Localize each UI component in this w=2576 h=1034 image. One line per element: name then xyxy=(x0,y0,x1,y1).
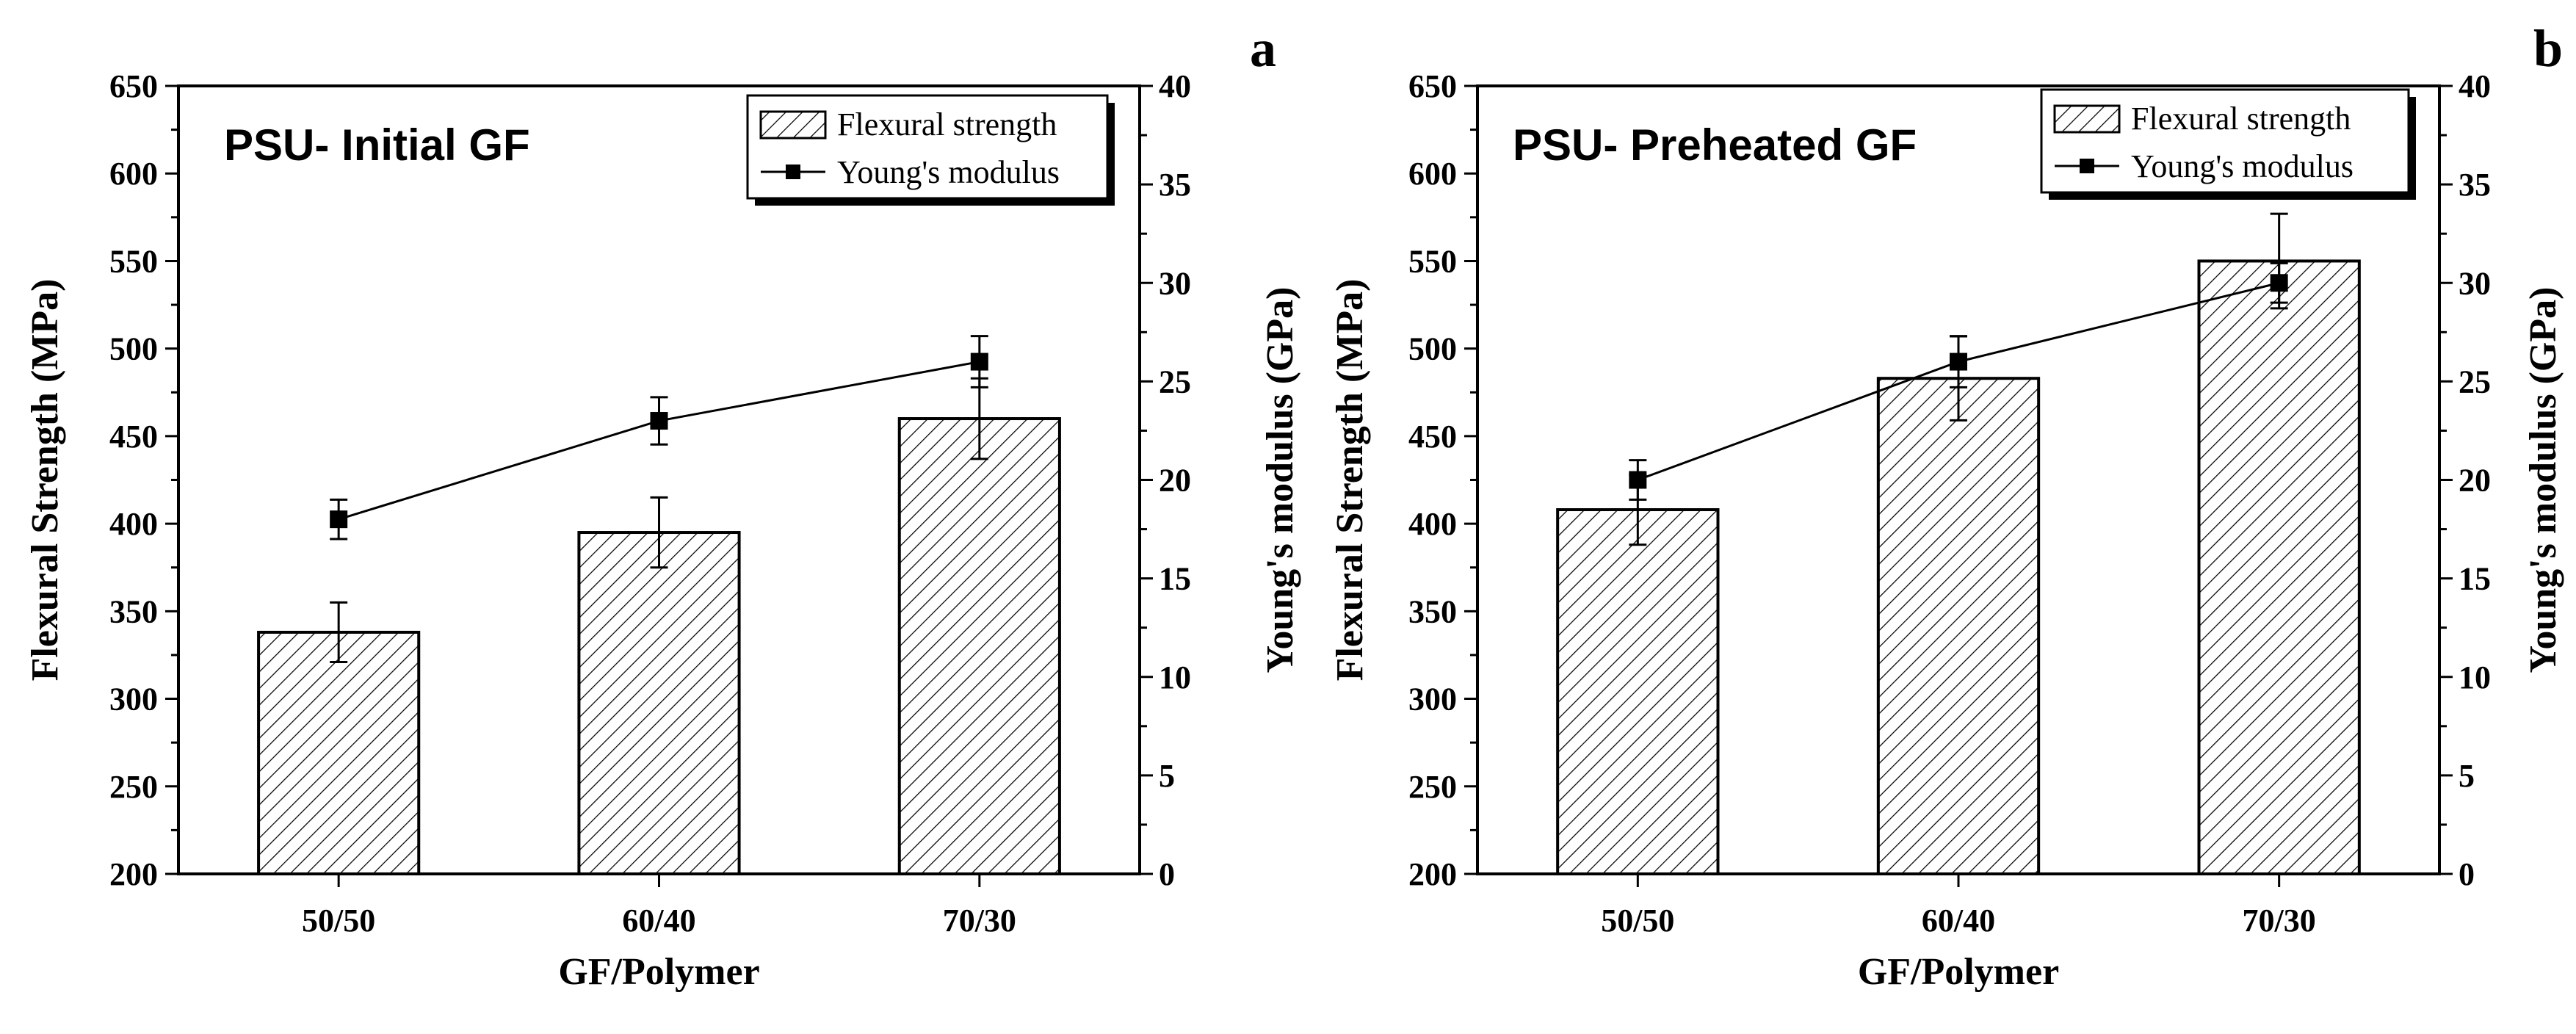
modulus-point-50/50 xyxy=(330,510,348,529)
y2-tick-label: 20 xyxy=(1159,463,1191,499)
y-tick-label: 450 xyxy=(1408,419,1457,455)
legend-label-flexural: Flexural strength xyxy=(2131,101,2351,137)
y-tick-label: 500 xyxy=(109,331,158,367)
y2-tick-label: 5 xyxy=(2459,758,2475,794)
x-axis-title: GF/Polymer xyxy=(558,951,759,993)
y-tick-label: 550 xyxy=(109,243,158,279)
y-axis-title: Flexural Strength (MPa) xyxy=(24,279,66,682)
y2-axis-title: Young's modulus (GPa) xyxy=(2522,287,2564,673)
y2-tick-label: 20 xyxy=(2459,463,2491,499)
y2-tick-label: 35 xyxy=(1159,167,1191,203)
y-axis-title: Flexural Strength (MPa) xyxy=(1329,279,1371,682)
y2-tick-label: 15 xyxy=(1159,561,1191,597)
x-tick-label: 60/40 xyxy=(622,903,695,939)
x-tick-label: 70/30 xyxy=(943,903,1016,939)
legend: Flexural strength Young's modulus xyxy=(2040,88,2416,200)
y2-tick-label: 10 xyxy=(1159,659,1191,695)
modulus-point-70/30 xyxy=(2270,274,2288,292)
y2-tick-label: 30 xyxy=(2459,265,2491,301)
y-tick-label: 200 xyxy=(109,856,158,892)
bar-50/50 xyxy=(1556,508,1720,876)
y-tick-label: 200 xyxy=(1408,856,1457,892)
modulus-point-50/50 xyxy=(1629,471,1647,489)
x-tick-label: 70/30 xyxy=(2243,903,2316,939)
chart-panel-b: 200 250 300 350 400 450 500 550 600 650 0 5 10 15 20 25… xyxy=(1329,19,2564,993)
y2-tick-label: 40 xyxy=(2459,68,2491,104)
y-tick-label: 350 xyxy=(1408,593,1457,629)
legend-bar-swatch xyxy=(759,110,827,140)
bar-70/30 xyxy=(2197,259,2361,875)
bar-60/40 xyxy=(577,531,741,875)
y-tick-label: 650 xyxy=(109,68,158,104)
y2-tick-label: 40 xyxy=(1159,68,1191,104)
legend-label-modulus: Young's modulus xyxy=(837,154,1060,190)
y-tick-label: 650 xyxy=(1408,68,1457,104)
bar-70/30 xyxy=(897,417,1061,875)
modulus-point-60/40 xyxy=(650,412,668,430)
legend-label-flexural: Flexural strength xyxy=(837,106,1057,142)
y2-tick-label: 5 xyxy=(1159,758,1175,794)
y-tick-label: 250 xyxy=(109,769,158,805)
panel-letter: b xyxy=(2533,19,2563,78)
y-tick-label: 350 xyxy=(109,593,158,629)
legend-bar-swatch xyxy=(2053,104,2121,134)
y2-tick-label: 35 xyxy=(2459,167,2491,203)
y2-tick-label: 25 xyxy=(2459,364,2491,400)
y2-tick-label: 15 xyxy=(2459,561,2491,597)
legend-marker-swatch xyxy=(786,164,800,179)
y2-tick-label: 10 xyxy=(2459,659,2491,695)
y2-tick-label: 30 xyxy=(1159,265,1191,301)
y-tick-label: 600 xyxy=(109,156,158,192)
y2-tick-label: 0 xyxy=(1159,856,1175,892)
y2-tick-label: 25 xyxy=(1159,364,1191,400)
legend: Flexural strength Young's modulus xyxy=(746,94,1115,206)
legend-label-modulus: Young's modulus xyxy=(2131,148,2354,184)
y-tick-label: 300 xyxy=(109,682,158,717)
y-tick-label: 500 xyxy=(1408,331,1457,367)
y-tick-label: 250 xyxy=(1408,769,1457,805)
bar-50/50 xyxy=(257,630,421,875)
chart-panel-a: 200 250 300 350 400 450 500 550 600 650 0 5 10 15 20 25… xyxy=(24,19,1301,993)
modulus-point-60/40 xyxy=(1950,352,1967,371)
y-tick-label: 600 xyxy=(1408,156,1457,192)
y-tick-label: 400 xyxy=(109,506,158,542)
y-tick-label: 550 xyxy=(1408,243,1457,279)
panel-letter: a xyxy=(1250,19,1276,78)
bar-60/40 xyxy=(1876,377,2041,875)
x-tick-label: 60/40 xyxy=(1922,903,1995,939)
y2-tick-label: 0 xyxy=(2459,856,2475,892)
y-tick-label: 450 xyxy=(109,419,158,455)
modulus-point-70/30 xyxy=(970,352,988,371)
x-tick-label: 50/50 xyxy=(1601,903,1674,939)
x-axis-title: GF/Polymer xyxy=(1858,951,2059,993)
panel-title: PSU- Preheated GF xyxy=(1513,120,1917,170)
panel-title: PSU- Initial GF xyxy=(224,120,530,170)
x-tick-label: 50/50 xyxy=(302,903,375,939)
y-tick-label: 400 xyxy=(1408,506,1457,542)
y2-axis-title: Young's modulus (GPa) xyxy=(1259,287,1301,673)
legend-marker-swatch xyxy=(2080,159,2094,173)
y-tick-label: 300 xyxy=(1408,682,1457,717)
